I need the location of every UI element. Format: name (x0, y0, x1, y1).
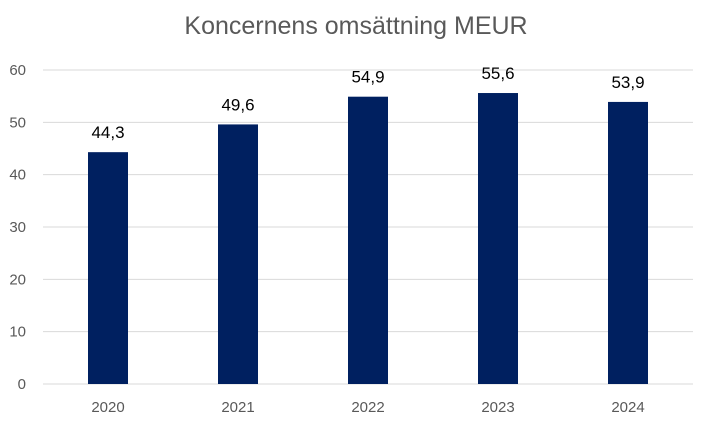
data-label-2021: 49,6 (221, 95, 254, 114)
y-tick-label-40: 40 (9, 167, 26, 184)
y-tick-label-0: 0 (18, 376, 26, 393)
bar-2021 (218, 124, 258, 384)
data-label-2020: 44,3 (91, 123, 124, 142)
y-tick-label-10: 10 (9, 324, 26, 341)
bar-2020 (88, 152, 128, 384)
y-tick-label-50: 50 (9, 114, 26, 131)
x-tick-label-2024: 2024 (611, 399, 644, 416)
x-tick-label-2023: 2023 (481, 399, 514, 416)
y-tick-label-20: 20 (9, 271, 26, 288)
y-tick-label-30: 30 (9, 219, 26, 236)
bars (88, 93, 648, 384)
x-axis-tick-labels: 2020 2021 2022 2023 2024 (91, 399, 644, 416)
bar-2022 (348, 96, 388, 384)
x-tick-label-2020: 2020 (91, 399, 124, 416)
y-axis-tick-labels: 0 10 20 30 40 50 60 (9, 62, 26, 393)
bar-2023 (478, 93, 518, 384)
bar-2024 (608, 101, 648, 384)
x-tick-label-2022: 2022 (351, 399, 384, 416)
data-label-2024: 53,9 (611, 73, 644, 92)
y-tick-label-60: 60 (9, 62, 26, 79)
data-labels: 44,3 49,6 54,9 55,6 53,9 (91, 64, 644, 142)
chart-title: Koncernens omsättning MEUR (184, 12, 528, 40)
data-label-2023: 55,6 (481, 64, 514, 83)
data-label-2022: 54,9 (351, 68, 384, 87)
x-tick-label-2021: 2021 (221, 399, 254, 416)
